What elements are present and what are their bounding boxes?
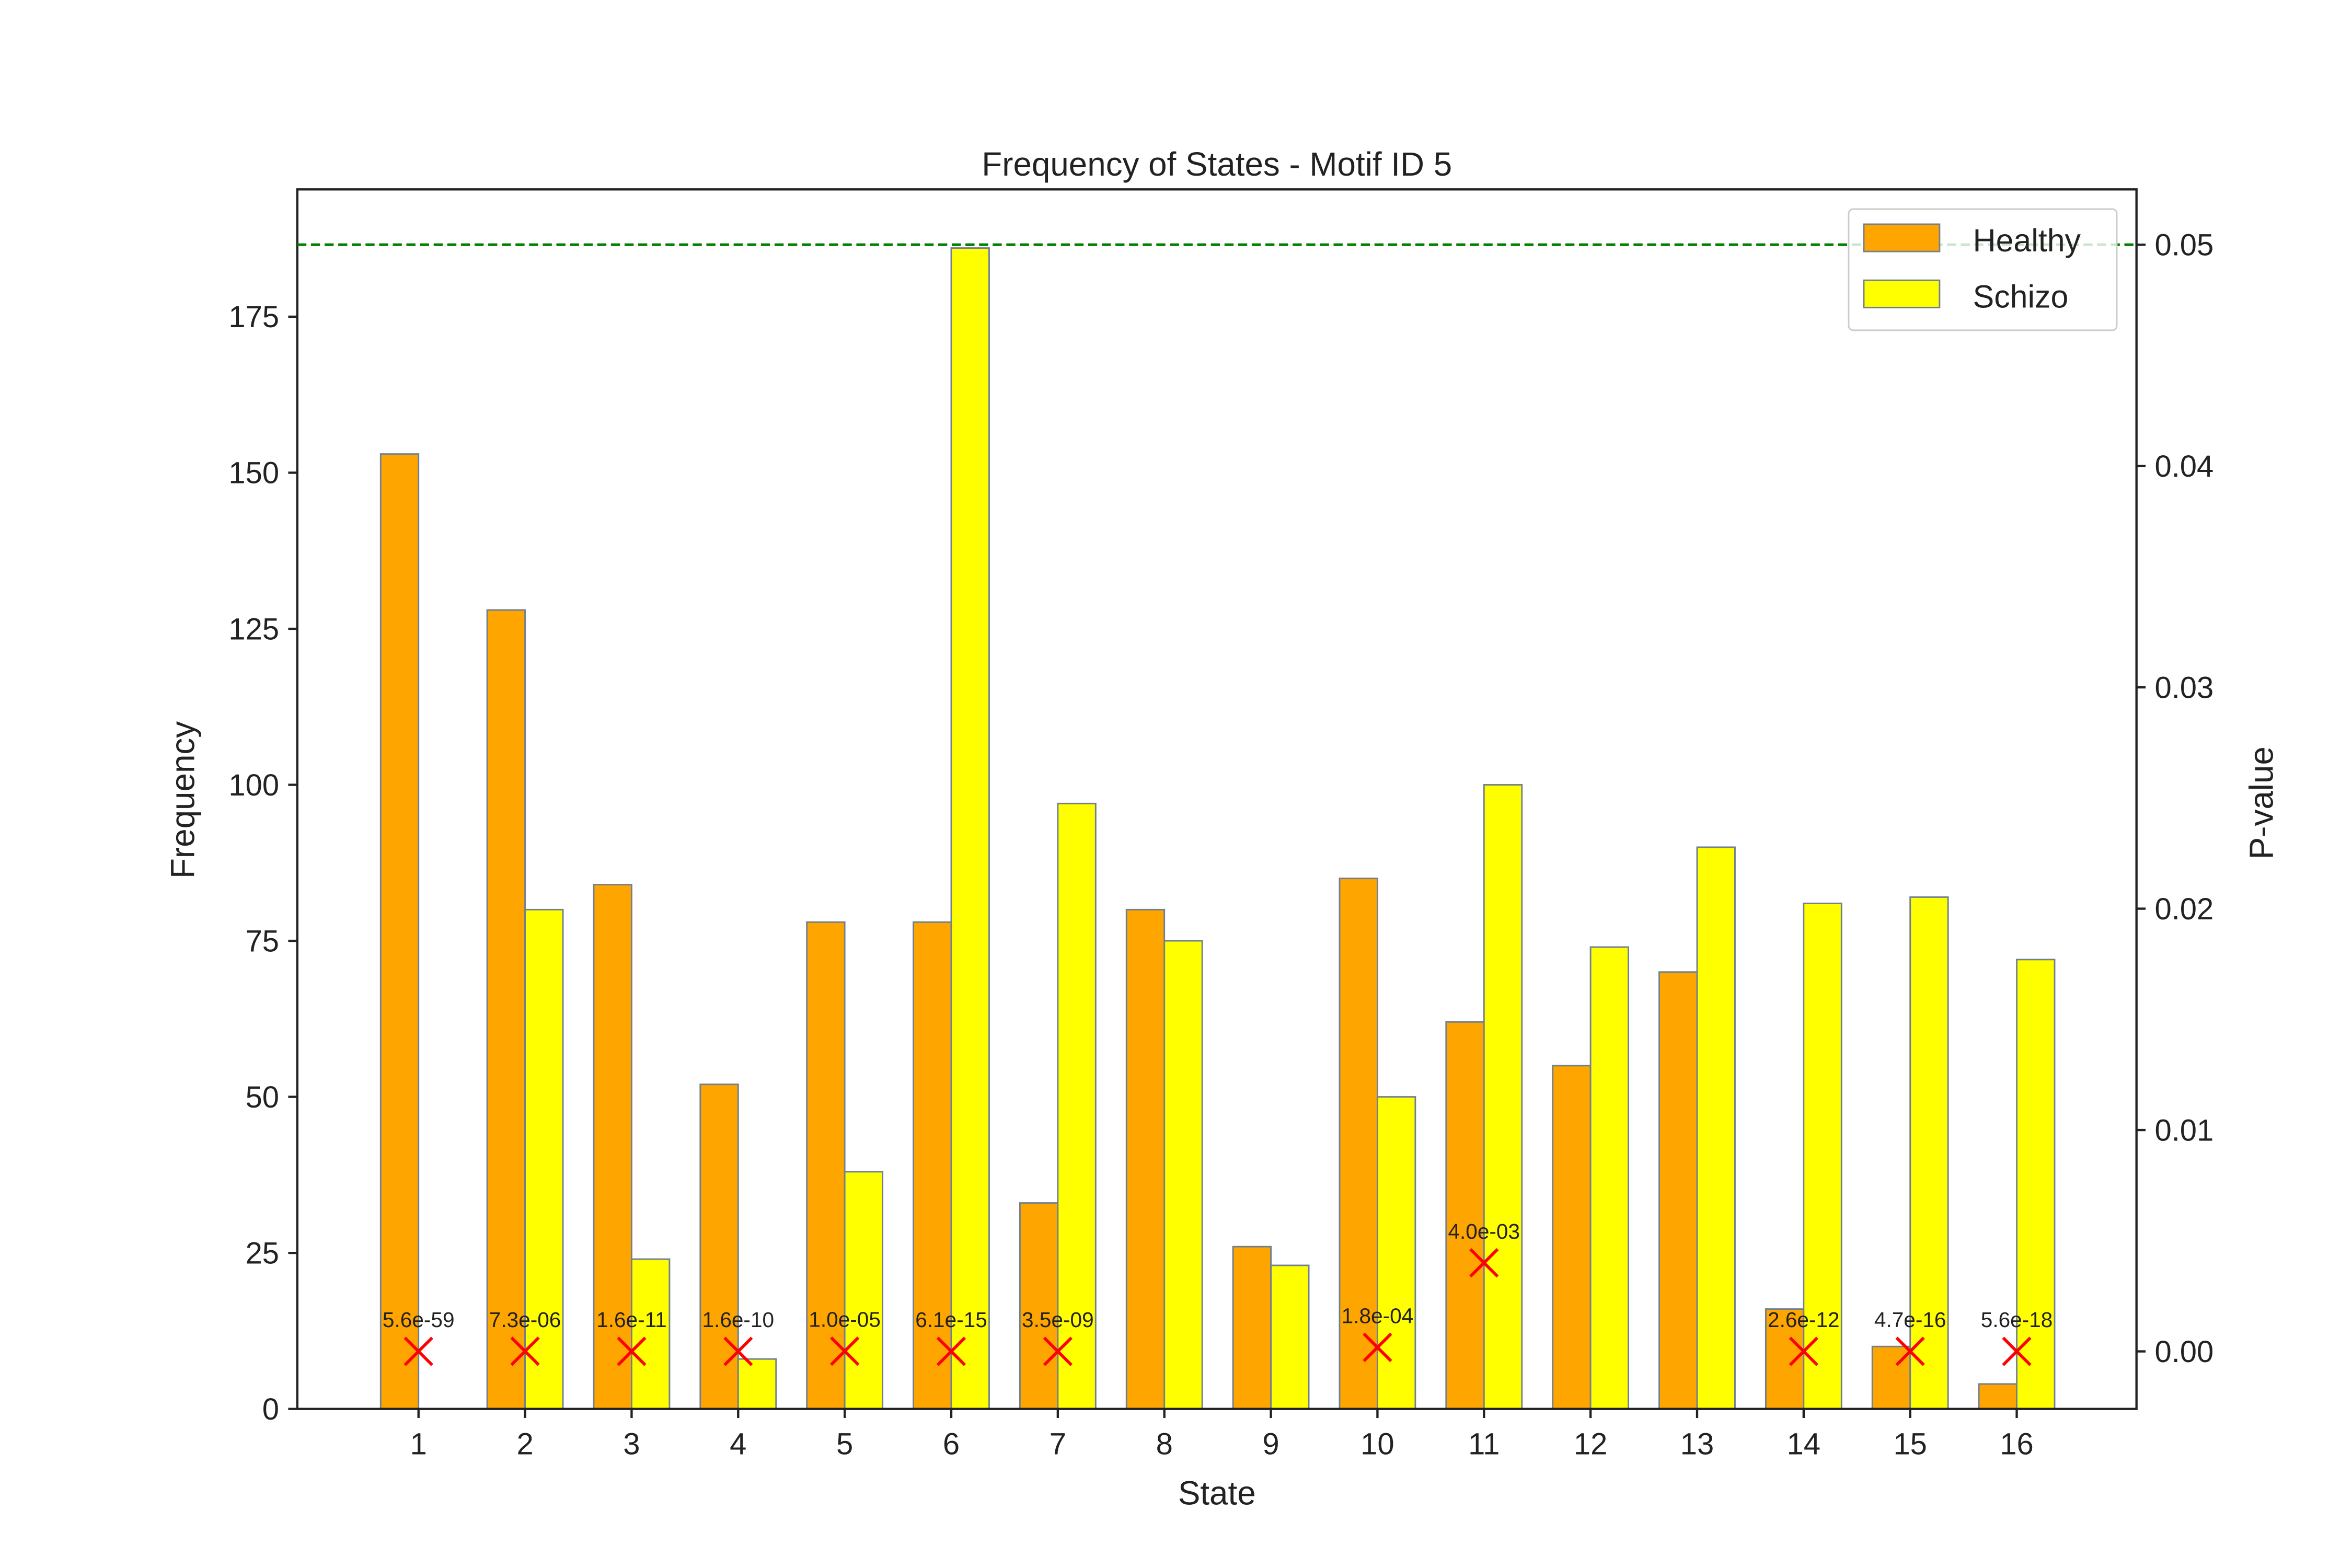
bar-schizo-state-7 [1057, 802, 1097, 1410]
x-tick-label: 5 [836, 1428, 853, 1461]
bar-healthy-state-11 [1445, 1021, 1485, 1410]
pvalue-marker-state-2 [510, 1336, 540, 1366]
y-axis-label: Frequency [164, 721, 202, 879]
y-tick-label: 0 [262, 1393, 279, 1426]
bar-healthy-state-8 [1125, 908, 1166, 1410]
bar-healthy-state-10 [1339, 878, 1378, 1410]
y-right-tick-label: 0.00 [2154, 1335, 2213, 1369]
pvalue-marker-state-4 [723, 1336, 753, 1366]
pvalue-marker-state-7 [1043, 1336, 1073, 1366]
x-tick-label: 3 [623, 1428, 640, 1461]
pvalue-marker-state-10 [1363, 1332, 1392, 1363]
bar-schizo-state-4 [737, 1358, 777, 1410]
x-tick-label: 14 [1787, 1428, 1820, 1461]
legend-swatch-healthy [1863, 223, 1941, 252]
bar-healthy-state-13 [1658, 971, 1698, 1410]
plot-frame [296, 188, 2138, 1410]
bar-healthy-state-4 [699, 1083, 739, 1410]
x-tick-label: 2 [516, 1428, 533, 1461]
pvalue-label-state-11: 4.0e-03 [1448, 1219, 1520, 1243]
bar-schizo-state-6 [950, 247, 990, 1410]
pvalue-label-state-7: 3.5e-09 [1022, 1308, 1094, 1332]
bar-healthy-state-7 [1019, 1202, 1059, 1410]
x-axis-label: State [1178, 1474, 1256, 1512]
y-axis-right-label: P-value [2243, 746, 2280, 859]
x-tick-label: 12 [1574, 1428, 1607, 1461]
bar-schizo-state-10 [1376, 1096, 1416, 1410]
legend-label-schizo: Schizo [1973, 279, 2069, 314]
bar-healthy-state-1 [379, 453, 420, 1410]
y-tick-label: 75 [246, 925, 279, 958]
pvalue-label-state-5: 1.0e-05 [809, 1308, 881, 1332]
pvalue-label-state-3: 1.6e-11 [596, 1308, 667, 1332]
pvalue-label-state-16: 5.6e-18 [1981, 1308, 2053, 1332]
x-tick-label: 9 [1262, 1428, 1279, 1461]
bar-schizo-state-9 [1270, 1264, 1310, 1410]
pvalue-marker-state-11 [1469, 1248, 1499, 1278]
x-tick-label: 16 [2000, 1428, 2033, 1461]
pvalue-label-state-10: 1.8e-04 [1342, 1304, 1414, 1328]
y-tick-label: 150 [228, 457, 279, 490]
legend-label-healthy: Healthy [1973, 223, 2081, 258]
pvalue-marker-state-6 [936, 1336, 966, 1366]
y-right-tick-label: 0.02 [2154, 893, 2213, 926]
legend: Healthy Schizo [1848, 208, 2118, 331]
bar-schizo-state-2 [524, 908, 564, 1410]
bar-schizo-state-15 [1909, 896, 1949, 1410]
pvalue-label-state-15: 4.7e-16 [1874, 1308, 1946, 1332]
pvalue-label-state-6: 6.1e-15 [915, 1308, 987, 1332]
bar-healthy-state-6 [913, 921, 952, 1410]
bar-schizo-state-12 [1589, 946, 1630, 1410]
y-right-tick-label: 0.03 [2154, 671, 2213, 705]
bar-schizo-state-5 [844, 1171, 884, 1410]
y-right-tick-label: 0.01 [2154, 1114, 2213, 1147]
x-tick-label: 13 [1680, 1428, 1714, 1461]
bar-schizo-state-11 [1483, 784, 1523, 1410]
bar-healthy-state-12 [1552, 1065, 1592, 1410]
pvalue-marker-state-3 [617, 1336, 647, 1366]
bar-healthy-state-2 [486, 609, 526, 1410]
bar-schizo-state-14 [1803, 902, 1842, 1410]
pvalue-label-state-4: 1.6e-10 [702, 1308, 775, 1332]
y-right-tick-label: 0.04 [2154, 450, 2213, 483]
y-tick-label: 125 [228, 613, 279, 646]
bar-healthy-state-16 [1978, 1383, 2017, 1410]
bar-healthy-state-3 [593, 884, 632, 1410]
x-tick-label: 11 [1468, 1428, 1500, 1461]
x-tick-label: 7 [1050, 1428, 1066, 1461]
pvalue-marker-state-15 [1895, 1336, 1925, 1366]
x-tick-label: 15 [1893, 1428, 1927, 1461]
pvalue-marker-state-16 [2002, 1336, 2032, 1366]
bar-healthy-state-9 [1232, 1246, 1272, 1410]
bar-schizo-state-8 [1163, 940, 1203, 1410]
x-tick-label: 1 [410, 1428, 427, 1461]
x-tick-label: 10 [1361, 1428, 1394, 1461]
y-right-tick-label: 0.05 [2154, 228, 2213, 262]
y-tick-label: 50 [246, 1081, 279, 1114]
y-tick-label: 25 [246, 1237, 279, 1270]
x-tick-label: 6 [943, 1428, 960, 1461]
pvalue-label-state-1: 5.6e-59 [383, 1308, 455, 1332]
bar-schizo-state-13 [1696, 846, 1736, 1410]
y-tick-label: 100 [228, 769, 279, 802]
pvalue-marker-state-14 [1789, 1336, 1818, 1366]
pvalue-marker-state-1 [403, 1336, 433, 1366]
chart-title: Frequency of States - Motif ID 5 [982, 145, 1452, 183]
pvalue-label-state-14: 2.6e-12 [1768, 1308, 1840, 1332]
bar-healthy-state-5 [806, 921, 846, 1410]
legend-swatch-schizo [1863, 279, 1941, 308]
bar-schizo-state-16 [2016, 959, 2056, 1410]
y-tick-label: 175 [228, 301, 279, 334]
pvalue-marker-state-5 [830, 1336, 860, 1366]
x-tick-label: 8 [1156, 1428, 1173, 1461]
bar-schizo-state-3 [630, 1258, 671, 1410]
pvalue-label-state-2: 7.3e-06 [489, 1308, 561, 1332]
x-tick-label: 4 [730, 1428, 746, 1461]
